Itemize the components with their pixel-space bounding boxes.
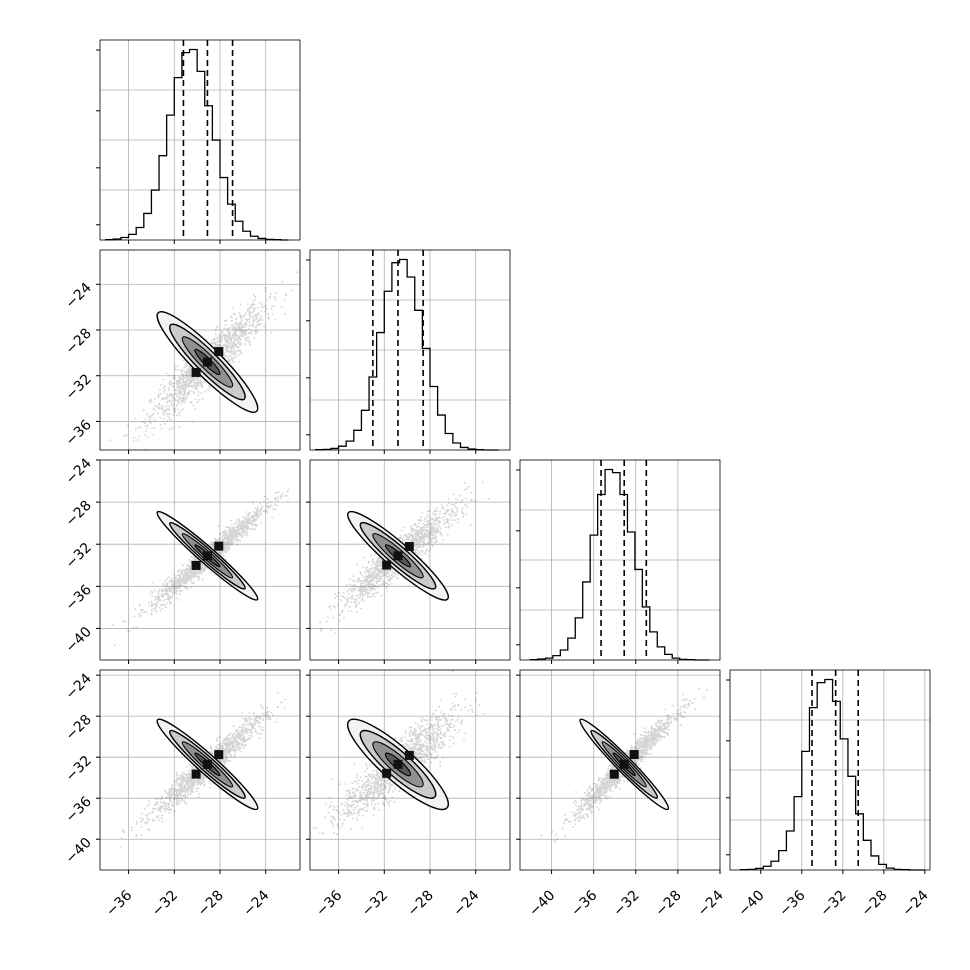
y-tick-label: −24: [63, 671, 95, 703]
histogram-p3: [739, 678, 925, 871]
x-tick-label: −36: [776, 887, 808, 919]
y-tick-label: −36: [63, 794, 95, 826]
y-tick-label: −32: [63, 753, 95, 785]
density-peak-cell: [214, 750, 224, 760]
density-peak-cell: [191, 367, 201, 377]
panel-content: [319, 481, 490, 634]
histogram-panel-p2: [516, 459, 721, 661]
x-tick-label: −28: [653, 888, 685, 920]
y-tick-label: −24: [63, 280, 95, 312]
y-tick-label: −32: [63, 540, 95, 572]
scatter-panel-p1-p2: [309, 459, 511, 661]
panel-frame: [519, 669, 721, 871]
scatter-panel-p0-p2: [99, 459, 301, 661]
density-peak-cell: [629, 750, 639, 760]
density-peak-cell: [202, 759, 212, 769]
panels: −36 −32 −28 −24 −36 −32 −28 −24 −40 −36 −32 −28 −24−…: [63, 39, 932, 920]
panel-frame: [99, 459, 301, 661]
panel-content: [109, 271, 298, 450]
sample-points: [112, 488, 290, 647]
histogram-p1: [315, 258, 499, 451]
x-tick-label: −28: [405, 888, 437, 920]
density-peak-cell: [609, 769, 619, 779]
panel-content: [112, 488, 290, 647]
panel-content: [540, 687, 708, 843]
density-peak-cell: [382, 560, 392, 570]
density-peak-cell: [191, 769, 201, 779]
y-tick-label: −32: [63, 371, 95, 403]
density-peak-cell: [404, 750, 414, 760]
x-tick-label: −36: [103, 887, 135, 919]
panel-content: [312, 670, 486, 835]
y-tick-label: −36: [63, 417, 95, 449]
x-tick-label: −24: [240, 887, 272, 919]
x-tick-label: −36: [313, 887, 345, 919]
panel-frame: [99, 669, 301, 871]
panel-frame: [99, 39, 301, 241]
histogram-p0: [105, 48, 289, 241]
panel-frame: [309, 459, 511, 661]
x-tick-label: −24: [695, 887, 727, 919]
histogram-p2: [529, 468, 710, 661]
x-tick-label: −32: [149, 888, 181, 920]
scatter-panel-p0-p1: [99, 249, 301, 451]
x-tick-label: −24: [450, 887, 482, 919]
panel-frame: [99, 249, 301, 451]
x-tick-label: −32: [610, 888, 642, 920]
y-tick-label: −28: [63, 326, 95, 358]
x-tick-label: −28: [858, 888, 890, 920]
y-tick-label: −24: [63, 455, 95, 487]
density-peak-cell: [214, 347, 224, 357]
panel-frame: [309, 669, 511, 871]
scatter-panel-p2-p3: [519, 669, 721, 871]
density-peak-cell: [393, 551, 403, 561]
y-tick-label: −40: [63, 624, 95, 656]
density-peak-cell: [202, 551, 212, 561]
y-tick-label: −28: [63, 498, 95, 530]
density-peak-cell: [202, 357, 212, 367]
x-tick-label: −24: [899, 887, 931, 919]
histogram-panel-p1: [306, 249, 511, 451]
y-tick-label: −36: [63, 582, 95, 614]
x-tick-label: −32: [359, 888, 391, 920]
scatter-panel-p0-p3: [99, 669, 301, 871]
x-tick-label: −40: [735, 888, 767, 920]
density-peak-cell: [393, 759, 403, 769]
y-tick-label: −40: [63, 835, 95, 867]
x-tick-label: −28: [195, 888, 227, 920]
x-tick-label: −40: [526, 888, 558, 920]
density-peak-cell: [214, 541, 224, 551]
histogram-panel-p0: [96, 39, 301, 241]
density-peak-cell: [619, 759, 629, 769]
density-peak-cell: [382, 768, 392, 778]
y-tick-label: −28: [63, 712, 95, 744]
panel-frame: [309, 249, 511, 451]
density-peak-cell: [404, 542, 414, 552]
density-peak-cell: [191, 560, 201, 570]
scatter-panel-p1-p3: [309, 669, 511, 871]
x-tick-label: −32: [817, 888, 849, 920]
sample-points: [319, 481, 490, 634]
x-tick-label: −36: [568, 887, 600, 919]
panel-frame: [729, 669, 931, 871]
panel-content: [119, 691, 286, 849]
panel-frame: [519, 459, 721, 661]
histogram-panel-p3: [726, 669, 931, 871]
